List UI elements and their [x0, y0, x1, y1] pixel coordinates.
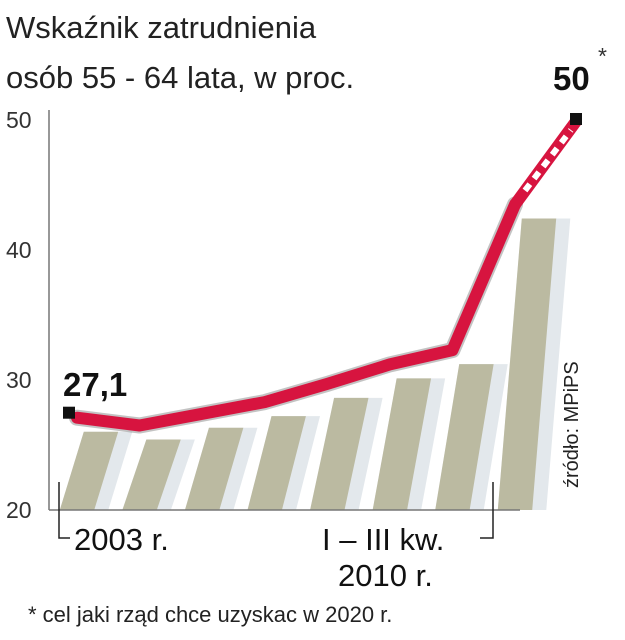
y-tick-label: 40 [6, 237, 32, 263]
bar [310, 397, 369, 510]
x-label-end-line1: I – III kw. [322, 522, 444, 557]
start-bracket [58, 482, 70, 539]
target-asterisk: * [598, 43, 607, 69]
axis [48, 110, 520, 511]
end-bracket [480, 482, 494, 539]
y-tick-label: 30 [6, 367, 32, 393]
footnote: * cel jaki rząd chce uzyskac w 2020 r. [28, 602, 392, 627]
bar [435, 364, 494, 510]
bar [122, 439, 181, 510]
target-marker [570, 113, 582, 125]
bar [184, 427, 244, 510]
bar [59, 431, 119, 510]
start-value-label: 27,1 [63, 366, 127, 403]
x-label-start: 2003 r. [74, 522, 169, 557]
chart-subtitle: osób 55 - 64 lata, w proc. [6, 60, 354, 95]
chart-title: Wskaźnik zatrudnienia [6, 10, 317, 45]
bar [247, 416, 306, 510]
bars [59, 218, 557, 510]
y-tick-label: 20 [6, 497, 32, 523]
y-tick-label: 50 [6, 107, 32, 133]
target-value-label: 50 [553, 60, 590, 97]
source-label: źródło: MPiPS [561, 361, 583, 488]
bar [372, 378, 432, 510]
x-label-end-line2: 2010 r. [338, 558, 433, 593]
bar [497, 218, 557, 510]
start-marker [63, 406, 75, 419]
projection-line-dashes [522, 128, 574, 193]
series-line [71, 198, 521, 432]
